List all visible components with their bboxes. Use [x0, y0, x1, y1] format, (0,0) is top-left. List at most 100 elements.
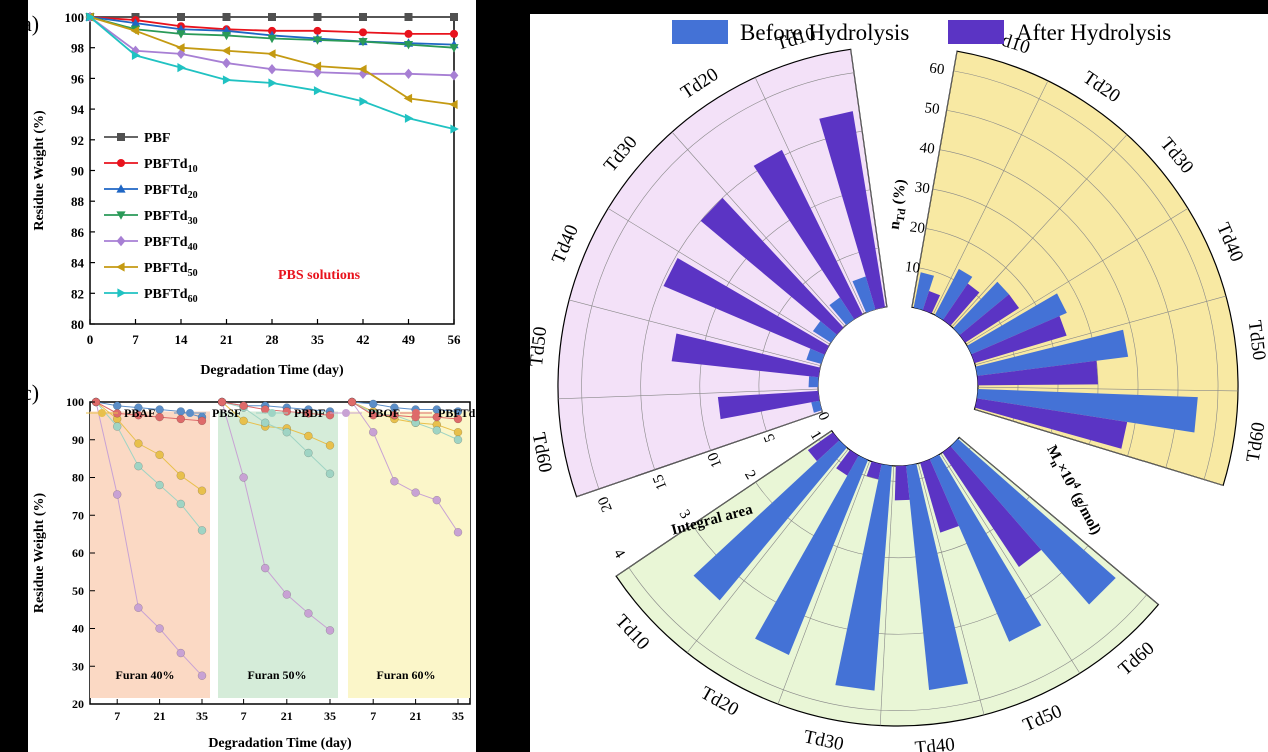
data-point-c	[368, 427, 378, 437]
data-point-c	[239, 416, 248, 426]
data-point-c	[432, 412, 442, 422]
series-a-3: PBFTd30	[85, 13, 459, 227]
axis-title-part: n	[1047, 458, 1060, 469]
axis-title-part: Td	[895, 208, 909, 223]
group-background	[90, 411, 210, 698]
data-point-c	[432, 426, 442, 435]
data-point-a	[130, 26, 140, 36]
data-point-c	[155, 624, 164, 633]
data-point-c	[197, 526, 207, 535]
data-point-a	[268, 13, 276, 21]
data-point-a	[403, 93, 413, 103]
legend-label-a: PBFTd20	[144, 183, 198, 201]
legend-name: PBFTd	[144, 183, 188, 198]
data-point-c	[197, 486, 207, 495]
legend-name: PBFTd	[144, 261, 188, 276]
legend-label-c: PBSF	[212, 406, 241, 420]
legend-marker-a	[116, 184, 126, 193]
legend-marker-c	[98, 409, 106, 417]
radial-tick-label: 60	[928, 61, 945, 79]
bar-after	[920, 459, 959, 533]
legend-item-c: PBSF	[174, 406, 241, 420]
legend-marker-a	[116, 211, 126, 220]
data-point-a	[267, 34, 277, 44]
data-point-a	[221, 31, 232, 41]
group-background	[348, 411, 470, 698]
data-point-c	[453, 435, 463, 444]
data-point-c	[134, 410, 143, 420]
data-point-c	[112, 401, 122, 411]
right-figure-panel: Td10 Td20 Td30 Td40 Td50 Td60 10 20 30 40 50 60 Td60…	[530, 14, 1268, 752]
grid-spoke	[576, 411, 823, 497]
axis-title-part: (%)	[890, 178, 910, 209]
legend-name: PBFTd	[144, 209, 188, 224]
data-point-c	[453, 427, 463, 437]
grid-spoke	[940, 453, 1081, 674]
axis-title-ntd: nTd (%)	[887, 178, 913, 231]
legend-label-a: PBFTd30	[144, 209, 198, 227]
data-point-c	[390, 410, 399, 420]
y-tick-label-c: 70	[72, 508, 84, 522]
category-label: Td10	[611, 611, 654, 655]
data-point-a	[449, 44, 459, 53]
grid-spoke	[959, 437, 1159, 605]
series-line-c	[351, 401, 459, 533]
data-point-c	[176, 648, 186, 658]
category-label: Td40	[914, 734, 956, 752]
bar-before	[967, 293, 1067, 355]
grid-spoke	[951, 134, 1128, 328]
grid-spoke	[558, 388, 819, 400]
x-tick-label-a: 42	[357, 332, 370, 347]
legend-marker-a	[116, 235, 126, 247]
grid-spoke	[911, 51, 958, 308]
chart-a-line-plot: 0 7 14 21 28 35 42 49 56 80 82 84 86 88 90 92 94 96 98 100 D…	[28, 10, 461, 378]
data-point-c	[304, 609, 313, 618]
legend-label-a: PBFTd60	[144, 287, 198, 305]
data-point-c	[260, 563, 270, 573]
legend-item-c: PBFTd	[400, 406, 476, 420]
y-tick-label-c: 40	[72, 622, 84, 636]
data-point-a	[358, 68, 368, 79]
radial-tick-label: 15	[650, 472, 670, 492]
legend-subscript: 50	[188, 268, 198, 279]
data-point-a	[130, 18, 141, 27]
legend-name: PBFTd	[144, 235, 188, 250]
bar-after	[807, 432, 840, 462]
y-tick-label-c: 50	[72, 584, 84, 598]
panel-label-c: c)	[28, 382, 39, 405]
data-point-a	[313, 26, 322, 35]
data-point-a	[312, 36, 323, 45]
x-tick-label-a: 14	[175, 332, 189, 347]
data-point-a	[403, 41, 414, 50]
data-point-c	[304, 409, 313, 418]
category-label: Td60	[530, 431, 556, 474]
data-point-a	[267, 49, 276, 59]
y-axis-label-c: Residue Weight (%)	[32, 493, 47, 614]
data-point-c	[155, 412, 164, 422]
bar-after	[671, 333, 821, 378]
x-tick-label-a: 0	[87, 332, 94, 347]
data-point-c	[176, 414, 186, 424]
bar-after	[942, 446, 1042, 567]
data-point-c	[155, 405, 164, 414]
grid-spoke	[671, 131, 846, 327]
x-tick-label-a: 35	[311, 332, 325, 347]
legend-item-polar: Before Hydrolysis	[672, 20, 909, 45]
data-point-a	[222, 57, 231, 69]
data-point-c	[304, 431, 313, 441]
bar-after	[700, 197, 844, 335]
bar-after	[943, 283, 980, 326]
panel-label-a: a)	[28, 11, 39, 36]
grid-spoke	[607, 208, 830, 345]
legend-marker-a	[116, 262, 125, 272]
category-label: Td20	[677, 64, 722, 104]
series-line-c	[95, 401, 203, 492]
category-label: Td20	[697, 682, 742, 720]
bar-after	[836, 449, 859, 476]
y-tick-label-c: 20	[72, 697, 84, 711]
data-point-a	[404, 113, 414, 123]
y-tick-label-a: 86	[71, 225, 85, 240]
data-point-c	[176, 499, 186, 509]
grid-spoke	[975, 295, 1226, 366]
data-point-a	[313, 86, 323, 96]
